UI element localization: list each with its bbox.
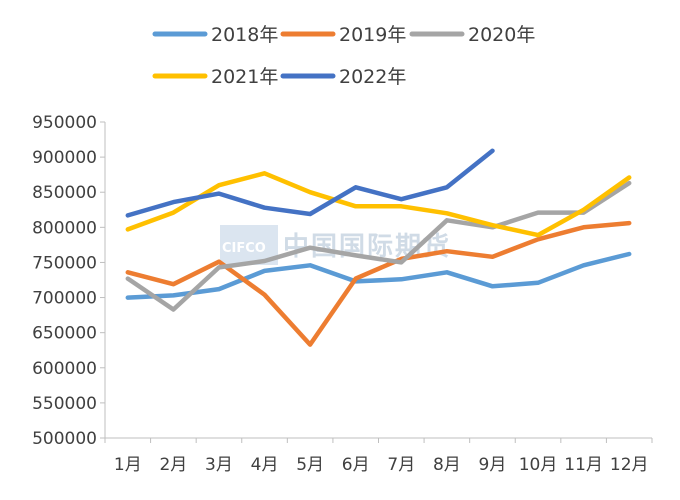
x-tick-label: 8月 — [433, 455, 461, 475]
series-line-4 — [125, 171, 632, 238]
y-tick-label: 700000 — [32, 289, 97, 309]
legend: 2018年 2019年 2020年 2021年 2022年 — [152, 24, 535, 88]
series-line-2 — [125, 220, 632, 347]
x-tick-label: 2月 — [159, 455, 187, 475]
legend-label: 2019年 — [339, 24, 406, 46]
x-tick-label: 7月 — [387, 455, 415, 475]
y-tick-label: 550000 — [32, 394, 97, 414]
watermark-logo: CIFCO — [222, 241, 266, 256]
x-tick-label: 10月 — [519, 455, 558, 475]
legend-label: 2021年 — [211, 66, 278, 88]
series-lines — [125, 148, 632, 347]
watermark: CIFCO 中国国际期货 — [220, 225, 449, 265]
y-tick-label: 500000 — [32, 429, 97, 449]
x-tick-label: 9月 — [479, 455, 507, 475]
series-line-5 — [125, 148, 495, 218]
x-tick-label: 1月 — [114, 455, 142, 475]
series-line-3 — [125, 180, 632, 312]
y-tick-label: 600000 — [32, 359, 97, 379]
y-tick-label: 650000 — [32, 324, 97, 344]
series-line-1 — [125, 251, 632, 300]
y-axis-ticks: 500000 550000 600000 650000 700000 750000 8000… — [32, 113, 105, 449]
x-axis-ticks: 1月 2月 3月 4月 5月 6月 7月 8月 9月 10月 11月 12月 — [104, 438, 653, 475]
y-tick-label: 750000 — [32, 253, 97, 273]
x-tick-label: 11月 — [564, 455, 603, 475]
y-tick-label: 900000 — [32, 148, 97, 168]
legend-label: 2022年 — [339, 66, 406, 88]
y-tick-label: 950000 — [32, 113, 97, 133]
y-tick-label: 800000 — [32, 218, 97, 238]
x-tick-label: 6月 — [342, 455, 370, 475]
legend-label: 2018年 — [211, 24, 278, 46]
x-tick-label: 3月 — [205, 455, 233, 475]
legend-label: 2020年 — [468, 24, 535, 46]
x-tick-label: 4月 — [251, 455, 279, 475]
x-tick-label: 12月 — [610, 455, 649, 475]
y-tick-label: 850000 — [32, 183, 97, 203]
x-tick-label: 5月 — [296, 455, 324, 475]
